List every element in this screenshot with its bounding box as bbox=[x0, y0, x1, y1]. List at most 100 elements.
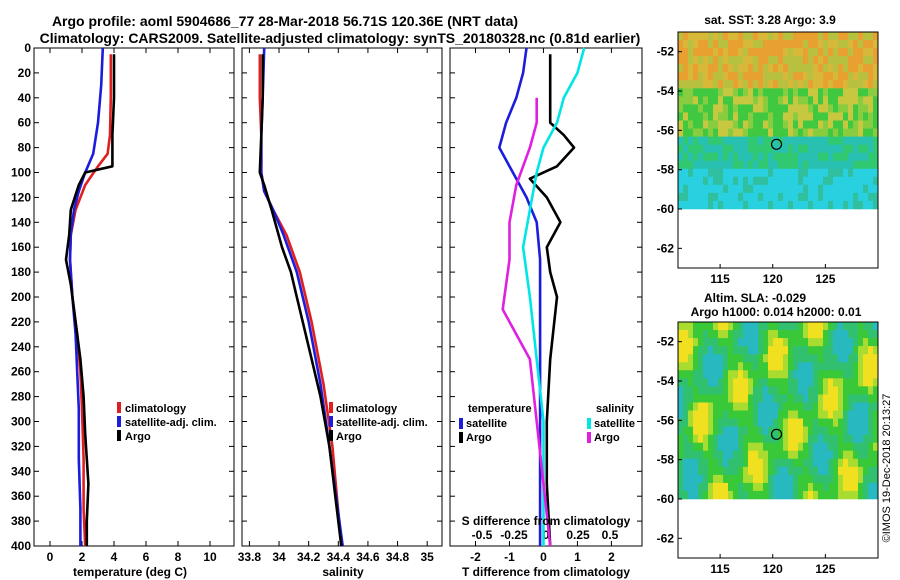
sla-map-cell bbox=[743, 386, 749, 395]
sst-map-cell bbox=[768, 120, 774, 129]
sla-map-cell bbox=[863, 338, 869, 347]
sst-map-cell bbox=[848, 72, 854, 81]
sla-map-cell bbox=[873, 450, 879, 460]
sst-map-cell bbox=[818, 192, 824, 202]
sla-map-cell bbox=[703, 466, 709, 476]
y-tick-label: 0 bbox=[24, 41, 31, 55]
sst-map-cell bbox=[778, 56, 784, 65]
sst-map-cell bbox=[868, 120, 874, 129]
sla-map-cell bbox=[728, 490, 734, 500]
sst-map-cell bbox=[788, 64, 794, 73]
sst-map-cell bbox=[708, 104, 714, 113]
sla-map-cell bbox=[728, 458, 734, 468]
sla-map-cell bbox=[703, 354, 709, 363]
sla-map-cell bbox=[758, 378, 764, 387]
sla-map-cell bbox=[748, 458, 754, 468]
sla-map-cell bbox=[823, 490, 829, 500]
sst-map-cell bbox=[718, 88, 724, 97]
sst-map-cell bbox=[698, 120, 704, 129]
sst-map-cell bbox=[793, 192, 799, 202]
sla-map-cell bbox=[723, 410, 729, 419]
sst-map-cell bbox=[728, 200, 734, 210]
sla-map-cell bbox=[688, 338, 694, 347]
sla-map-cell bbox=[698, 474, 704, 484]
sst-map-cell bbox=[873, 80, 879, 89]
sst-map-cell bbox=[848, 120, 854, 129]
sla-map-cell bbox=[803, 346, 809, 355]
sla-map-cell bbox=[823, 426, 829, 435]
sla-map-cell bbox=[693, 458, 699, 468]
sst-map-cell bbox=[863, 120, 869, 129]
sst-map-cell bbox=[833, 88, 839, 97]
sla-map-cell bbox=[683, 330, 689, 339]
sst-map-cell bbox=[698, 40, 704, 49]
sst-map-cell bbox=[683, 80, 689, 89]
sst-map-cell bbox=[868, 144, 874, 153]
sla-map-cell bbox=[833, 370, 839, 379]
sla-map-cell bbox=[873, 330, 879, 339]
sst-map-cell bbox=[803, 192, 809, 202]
sla-map-y-tick-label: -52 bbox=[657, 335, 675, 349]
sst-map-cell bbox=[858, 40, 864, 49]
sla-map-cell bbox=[773, 458, 779, 468]
sla-map-cell bbox=[868, 474, 874, 484]
sst-map-cell bbox=[873, 136, 879, 145]
sst-map-cell bbox=[813, 32, 819, 41]
sst-map-cell bbox=[768, 80, 774, 89]
sst-map-cell bbox=[678, 184, 684, 194]
sst-map-cell bbox=[778, 184, 784, 194]
sla-map-cell bbox=[773, 330, 779, 339]
sst-map-cell bbox=[758, 184, 764, 194]
salinity-legend: climatology satellite-adj. clim. Argo bbox=[329, 402, 428, 443]
series-line-climatology bbox=[258, 54, 343, 547]
sst-map-cell bbox=[828, 168, 834, 178]
sla-map-cell bbox=[823, 418, 829, 427]
sst-map-cell bbox=[773, 48, 779, 57]
sla-map-cell bbox=[773, 418, 779, 427]
sla-map-cell bbox=[718, 458, 724, 468]
sla-map-cell bbox=[798, 458, 804, 468]
sla-map-cell bbox=[723, 338, 729, 347]
sst-map-cell bbox=[808, 112, 814, 121]
sla-map-cell bbox=[713, 474, 719, 484]
sst-map-cell bbox=[793, 48, 799, 57]
sla-map-cell bbox=[718, 330, 724, 339]
sst-map-cell bbox=[833, 80, 839, 89]
series-line-satellite-adj-clim- bbox=[68, 47, 105, 546]
sla-map-cell bbox=[713, 322, 719, 331]
x2-tick-label: -0.5 bbox=[472, 528, 493, 542]
sst-map-cell bbox=[793, 120, 799, 129]
sla-map-cell bbox=[683, 450, 689, 460]
sla-map-cell bbox=[738, 450, 744, 460]
sla-map-cell bbox=[698, 386, 704, 395]
sst-map-cell bbox=[783, 152, 789, 162]
sst-map-cell bbox=[693, 200, 699, 210]
legend-label-satellite: satellite-adj. clim. bbox=[125, 417, 217, 429]
sla-map-cell bbox=[813, 346, 819, 355]
sst-map-cell bbox=[778, 72, 784, 81]
sst-map-cell bbox=[683, 120, 689, 129]
sla-map-cell bbox=[873, 346, 879, 355]
series-line-satellite-adj-clim- bbox=[259, 47, 344, 547]
sst-map-cell bbox=[803, 144, 809, 153]
sla-map-cell bbox=[678, 442, 684, 452]
sst-map-cell bbox=[728, 176, 734, 186]
sla-map-cell bbox=[853, 386, 859, 395]
sst-map-cell bbox=[873, 152, 879, 162]
sst-map-cell bbox=[863, 200, 869, 210]
sla-map-cell bbox=[758, 402, 764, 411]
sst-map-cell bbox=[703, 64, 709, 73]
sst-map-cell bbox=[718, 184, 724, 194]
sla-map-cell bbox=[828, 362, 834, 371]
sst-map-cell bbox=[853, 80, 859, 89]
sst-map-cell bbox=[743, 112, 749, 121]
title-line-1: Argo profile: aoml 5904686_77 28-Mar-201… bbox=[52, 13, 518, 29]
temperature-panel-frame bbox=[33, 47, 235, 547]
sst-map-cell bbox=[798, 160, 804, 170]
sla-map-cell bbox=[733, 386, 739, 395]
sst-map-cell bbox=[833, 144, 839, 153]
sla-map-cell bbox=[798, 402, 804, 411]
sla-map-cell bbox=[773, 370, 779, 379]
sst-map-cell bbox=[698, 168, 704, 178]
sst-map-cell bbox=[783, 40, 789, 49]
